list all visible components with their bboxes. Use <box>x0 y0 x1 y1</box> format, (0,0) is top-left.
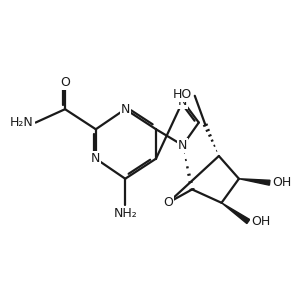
Polygon shape <box>239 179 270 185</box>
Text: O: O <box>60 76 70 89</box>
Text: NH₂: NH₂ <box>113 208 137 220</box>
Text: N: N <box>91 152 101 165</box>
Text: N: N <box>178 95 188 108</box>
Text: O: O <box>163 196 173 209</box>
Text: N: N <box>178 139 188 152</box>
Polygon shape <box>221 203 250 224</box>
Text: OH: OH <box>251 215 271 228</box>
Text: OH: OH <box>273 176 292 189</box>
Text: HO: HO <box>172 88 192 101</box>
Text: H₂N: H₂N <box>10 116 34 129</box>
Text: N: N <box>121 103 130 116</box>
